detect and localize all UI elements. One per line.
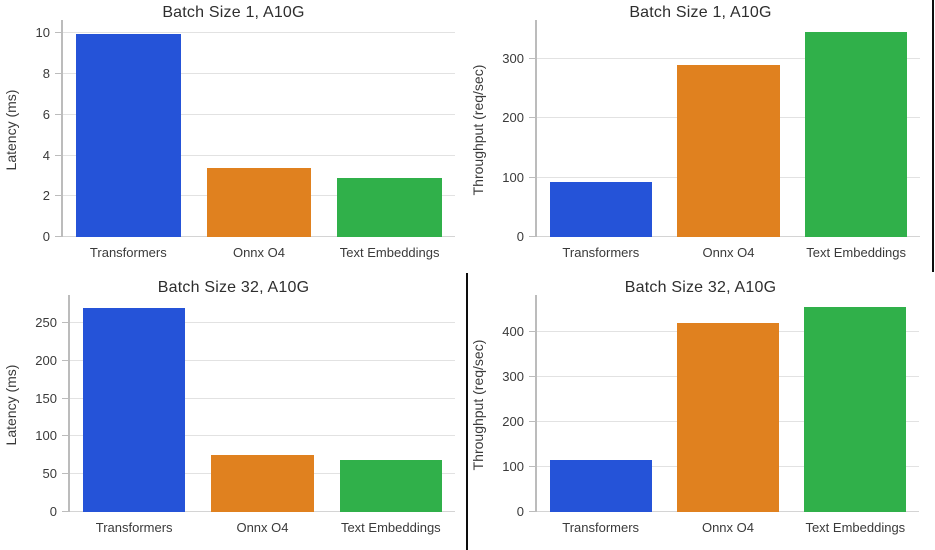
y-tick-mark — [529, 117, 535, 119]
y-tick-label: 2 — [42, 188, 50, 204]
y-tick-mark — [62, 473, 68, 475]
x-tick-label-transformers: Transformers — [95, 520, 173, 535]
x-tick-label-text-embeddings: Text Embeddings — [340, 520, 441, 535]
y-tick-mark — [529, 58, 535, 60]
plot-area: 0 2 4 6 8 10 Transformers Onnx O4 Text Embedding… — [36, 20, 455, 260]
bar-text-embeddings — [337, 177, 442, 237]
x-tick-label-onnx-o4: Onnx O4 — [701, 520, 754, 535]
y-tick-mark — [55, 73, 61, 74]
x-tick-label-transformers: Transformers — [562, 245, 640, 260]
y-tick-mark — [529, 330, 535, 332]
gridline-y-100 — [70, 435, 455, 437]
gridline-y-300 — [537, 58, 920, 60]
right-edge-border-line — [932, 0, 934, 272]
y-tick-label: 200 — [502, 110, 524, 126]
y-tick-mark — [62, 397, 68, 399]
y-tick-label: 100 — [35, 428, 57, 444]
gridline-y-250 — [70, 321, 455, 323]
y-tick-label: 300 — [502, 51, 524, 67]
chart-title: Batch Size 32, A10G — [624, 279, 777, 296]
y-tick-label: 0 — [42, 229, 50, 244]
y-tick-mark — [529, 465, 535, 467]
chart-panel-latency-batch-32: Batch Size 32, A10G Latency (ms) 0 50 100 1… — [0, 275, 467, 550]
y-tick-mark — [62, 359, 68, 361]
chart-panel-throughput-batch-32: Batch Size 32, A10G Throughput (req/sec)… — [467, 275, 934, 550]
chart-panel-throughput-batch-1: Batch Size 1, A10G Throughput (req/sec) … — [467, 0, 934, 275]
y-tick-label: 250 — [35, 314, 57, 330]
gridline-y-200 — [70, 359, 455, 361]
chart-title: Batch Size 1, A10G — [162, 4, 305, 21]
x-tick-label-transformers: Transformers — [89, 245, 167, 260]
y-tick-mark — [62, 435, 68, 437]
y-tick-label: 150 — [35, 390, 57, 406]
y-tick-mark — [55, 32, 61, 34]
chart-title: Batch Size 1, A10G — [629, 4, 772, 21]
y-tick-label: 0 — [516, 229, 524, 244]
gridline-y-6 — [63, 113, 455, 115]
y-tick-mark — [55, 113, 61, 115]
y-tick-label: 300 — [502, 368, 524, 384]
bar-onnx-o4 — [677, 65, 780, 237]
gridline-y-8 — [63, 73, 455, 74]
x-tick-label-text-embeddings: Text Embeddings — [806, 245, 907, 260]
bar-onnx-o4 — [206, 167, 312, 237]
y-tick-label: 0 — [49, 504, 57, 519]
y-tick-label: 0 — [516, 504, 524, 519]
x-tick-label-onnx-o4: Onnx O4 — [236, 520, 289, 535]
gridline-y-10 — [63, 32, 455, 34]
x-tick-label-onnx-o4: Onnx O4 — [702, 245, 755, 260]
y-tick-mark — [529, 420, 535, 422]
y-tick-mark — [55, 236, 61, 237]
y-tick-label: 4 — [42, 147, 50, 163]
y-tick-label: 200 — [35, 352, 57, 368]
chart-title: Batch Size 32, A10G — [157, 279, 310, 296]
bar-text-embeddings — [339, 459, 443, 512]
bar-transformers — [76, 34, 181, 237]
x-tick-label-text-embeddings: Text Embeddings — [339, 245, 440, 260]
bottom-center-divider-line — [466, 273, 468, 550]
y-tick-mark — [529, 511, 535, 512]
y-tick-label: 400 — [502, 323, 524, 339]
y-tick-mark — [55, 195, 61, 197]
y-tick-label: 8 — [42, 66, 50, 81]
plot-area: 0 50 100 150 200 250 Transformers Onnx O4 Text E… — [35, 295, 455, 535]
plot-area: 0 100 200 300 400 Transformers Onnx O4 Text Emb… — [502, 295, 919, 535]
bar-transformers — [549, 181, 652, 237]
chart-panel-latency-batch-1: Batch Size 1, A10G Latency (ms) 0 2 4 6 8 10 T… — [0, 0, 467, 275]
x-tick-label-transformers: Transformers — [562, 520, 640, 535]
gridline-y-4 — [63, 154, 455, 156]
y-tick-mark — [62, 321, 68, 323]
bar-text-embeddings — [805, 32, 908, 237]
x-tick-label-text-embeddings: Text Embeddings — [805, 520, 906, 535]
y-tick-mark — [529, 236, 535, 237]
bar-onnx-o4 — [211, 454, 314, 512]
gridline-y-150 — [70, 397, 455, 399]
bar-transformers — [549, 460, 652, 512]
plot-area: 0 100 200 300 Transformers Onnx O4 Text Embedd… — [502, 20, 920, 260]
y-tick-mark — [62, 511, 68, 512]
y-tick-label: 6 — [42, 106, 50, 122]
y-tick-mark — [55, 154, 61, 156]
y-tick-mark — [529, 176, 535, 178]
bar-onnx-o4 — [677, 322, 779, 512]
y-tick-mark — [529, 375, 535, 377]
y-tick-label: 50 — [42, 466, 57, 482]
y-tick-label: 200 — [502, 413, 524, 429]
y-tick-label: 100 — [502, 458, 524, 474]
x-tick-label-onnx-o4: Onnx O4 — [232, 245, 285, 260]
y-tick-label: 100 — [502, 169, 524, 185]
bar-transformers — [82, 307, 186, 512]
y-tick-label: 10 — [35, 25, 50, 41]
bar-text-embeddings — [804, 307, 907, 512]
